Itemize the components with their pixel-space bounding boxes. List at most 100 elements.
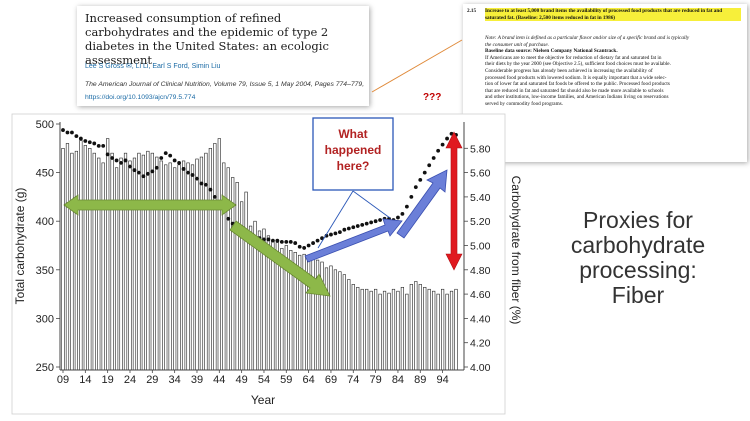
y2-tick-label: 5.60	[470, 168, 491, 180]
y2-tick-label: 5.20	[470, 216, 491, 228]
blue-arrow-upper	[396, 169, 448, 239]
bar	[347, 279, 351, 371]
x-tick-label: 89	[414, 374, 426, 386]
callout-text: What happened here?	[325, 127, 382, 173]
data-point	[427, 163, 432, 168]
bar	[97, 157, 101, 371]
data-point	[128, 164, 132, 169]
data-point	[212, 195, 217, 199]
bar	[132, 157, 137, 371]
data-point	[409, 195, 414, 199]
y2-tick-label: 4.60	[470, 289, 491, 301]
bar	[405, 293, 409, 371]
bar	[418, 284, 422, 371]
data-point	[324, 233, 329, 238]
data-point	[177, 160, 182, 165]
bar	[409, 284, 413, 371]
y-tick-label: 450	[36, 168, 54, 180]
citation-doi-link[interactable]: https://doi.org/10.1093/ajcn/79.5.774	[85, 94, 196, 101]
data-point	[208, 187, 213, 192]
data-point	[275, 238, 280, 243]
data-point	[337, 230, 342, 235]
x-tick-label: 94	[436, 374, 448, 386]
bar	[92, 152, 96, 371]
data-point	[440, 142, 445, 147]
bar	[155, 156, 159, 371]
bar	[436, 293, 440, 371]
data-point	[195, 176, 199, 181]
red-double-arrow	[445, 131, 463, 271]
objective-line: served by commodity food programs.	[485, 100, 563, 107]
y2-tick-label: 5.40	[470, 192, 491, 204]
callout-line: here?	[337, 159, 370, 173]
bar	[88, 148, 92, 371]
y-tick-label: 500	[36, 119, 54, 131]
bar	[360, 288, 364, 371]
data-point	[293, 241, 298, 245]
callout-line: What	[338, 127, 367, 141]
bar	[173, 167, 177, 371]
data-point	[288, 239, 293, 244]
bar	[79, 140, 83, 371]
data-point	[333, 231, 338, 236]
data-point	[163, 151, 168, 156]
x-tick-label: 39	[191, 374, 203, 386]
bar	[70, 152, 74, 371]
bar	[445, 293, 449, 371]
data-point	[266, 237, 271, 242]
x-tick-label: 54	[258, 374, 270, 386]
data-point	[168, 153, 173, 158]
data-point	[114, 158, 119, 163]
data-point	[413, 185, 418, 190]
y-tick-label: 250	[36, 362, 54, 374]
y2-tick-label: 4.40	[470, 313, 491, 325]
bar	[164, 164, 168, 371]
data-point	[186, 170, 190, 175]
bar	[83, 145, 87, 371]
caption-line: processing:	[579, 257, 697, 283]
objective-body: Note: A brand item is defined as a parti…	[485, 35, 741, 108]
bar	[226, 167, 230, 371]
citation-authors[interactable]: Lee S Gross ✉, Li Li, Earl S Ford, Simin…	[85, 63, 221, 70]
data-point	[101, 143, 106, 148]
bar	[106, 138, 110, 371]
data-point	[355, 224, 360, 228]
citation-journal: The American Journal of Clinical Nutriti…	[85, 81, 365, 88]
y2-tick-label: 4.80	[470, 265, 491, 277]
data-point	[306, 243, 311, 248]
x-tick-label: 24	[124, 374, 136, 386]
bar	[190, 164, 195, 371]
x-tick-label: 34	[169, 374, 181, 386]
bar	[150, 152, 154, 371]
data-point	[119, 160, 123, 165]
data-point	[364, 221, 369, 226]
bar	[449, 290, 454, 371]
y2-tick-label: 5.00	[470, 241, 491, 253]
objective-line: Considerable progress has already been a…	[485, 67, 653, 74]
callout-line: happened	[325, 143, 382, 157]
caption-line: carbohydrate	[570, 232, 706, 258]
green-double-arrow	[63, 194, 237, 216]
questions-annotation: ???	[423, 92, 442, 103]
x-tick-label: 19	[102, 374, 114, 386]
citation-title: Increased consumption of refined carbohy…	[85, 11, 329, 67]
objective-line: tion of lower fat and saturated fat food…	[485, 81, 670, 88]
data-point	[137, 170, 141, 175]
data-point	[61, 128, 65, 132]
bar	[342, 274, 346, 371]
bar	[414, 281, 418, 371]
bar	[114, 167, 119, 371]
y-right-tick-labels: 4.00 4.20 4.40 4.60 4.80 5.00 5.20 5.40 5.60 5.80	[464, 143, 491, 374]
data-point	[342, 227, 347, 232]
data-point	[141, 174, 146, 179]
x-tick-label: 44	[213, 374, 225, 386]
y-tick-label: 300	[36, 313, 54, 325]
data-point	[110, 156, 115, 160]
data-point	[279, 239, 284, 244]
bar	[65, 143, 70, 371]
bar	[217, 138, 221, 371]
data-point	[284, 239, 289, 244]
data-point	[400, 212, 405, 216]
callout-pointer-right	[352, 190, 391, 219]
bar	[324, 267, 329, 371]
